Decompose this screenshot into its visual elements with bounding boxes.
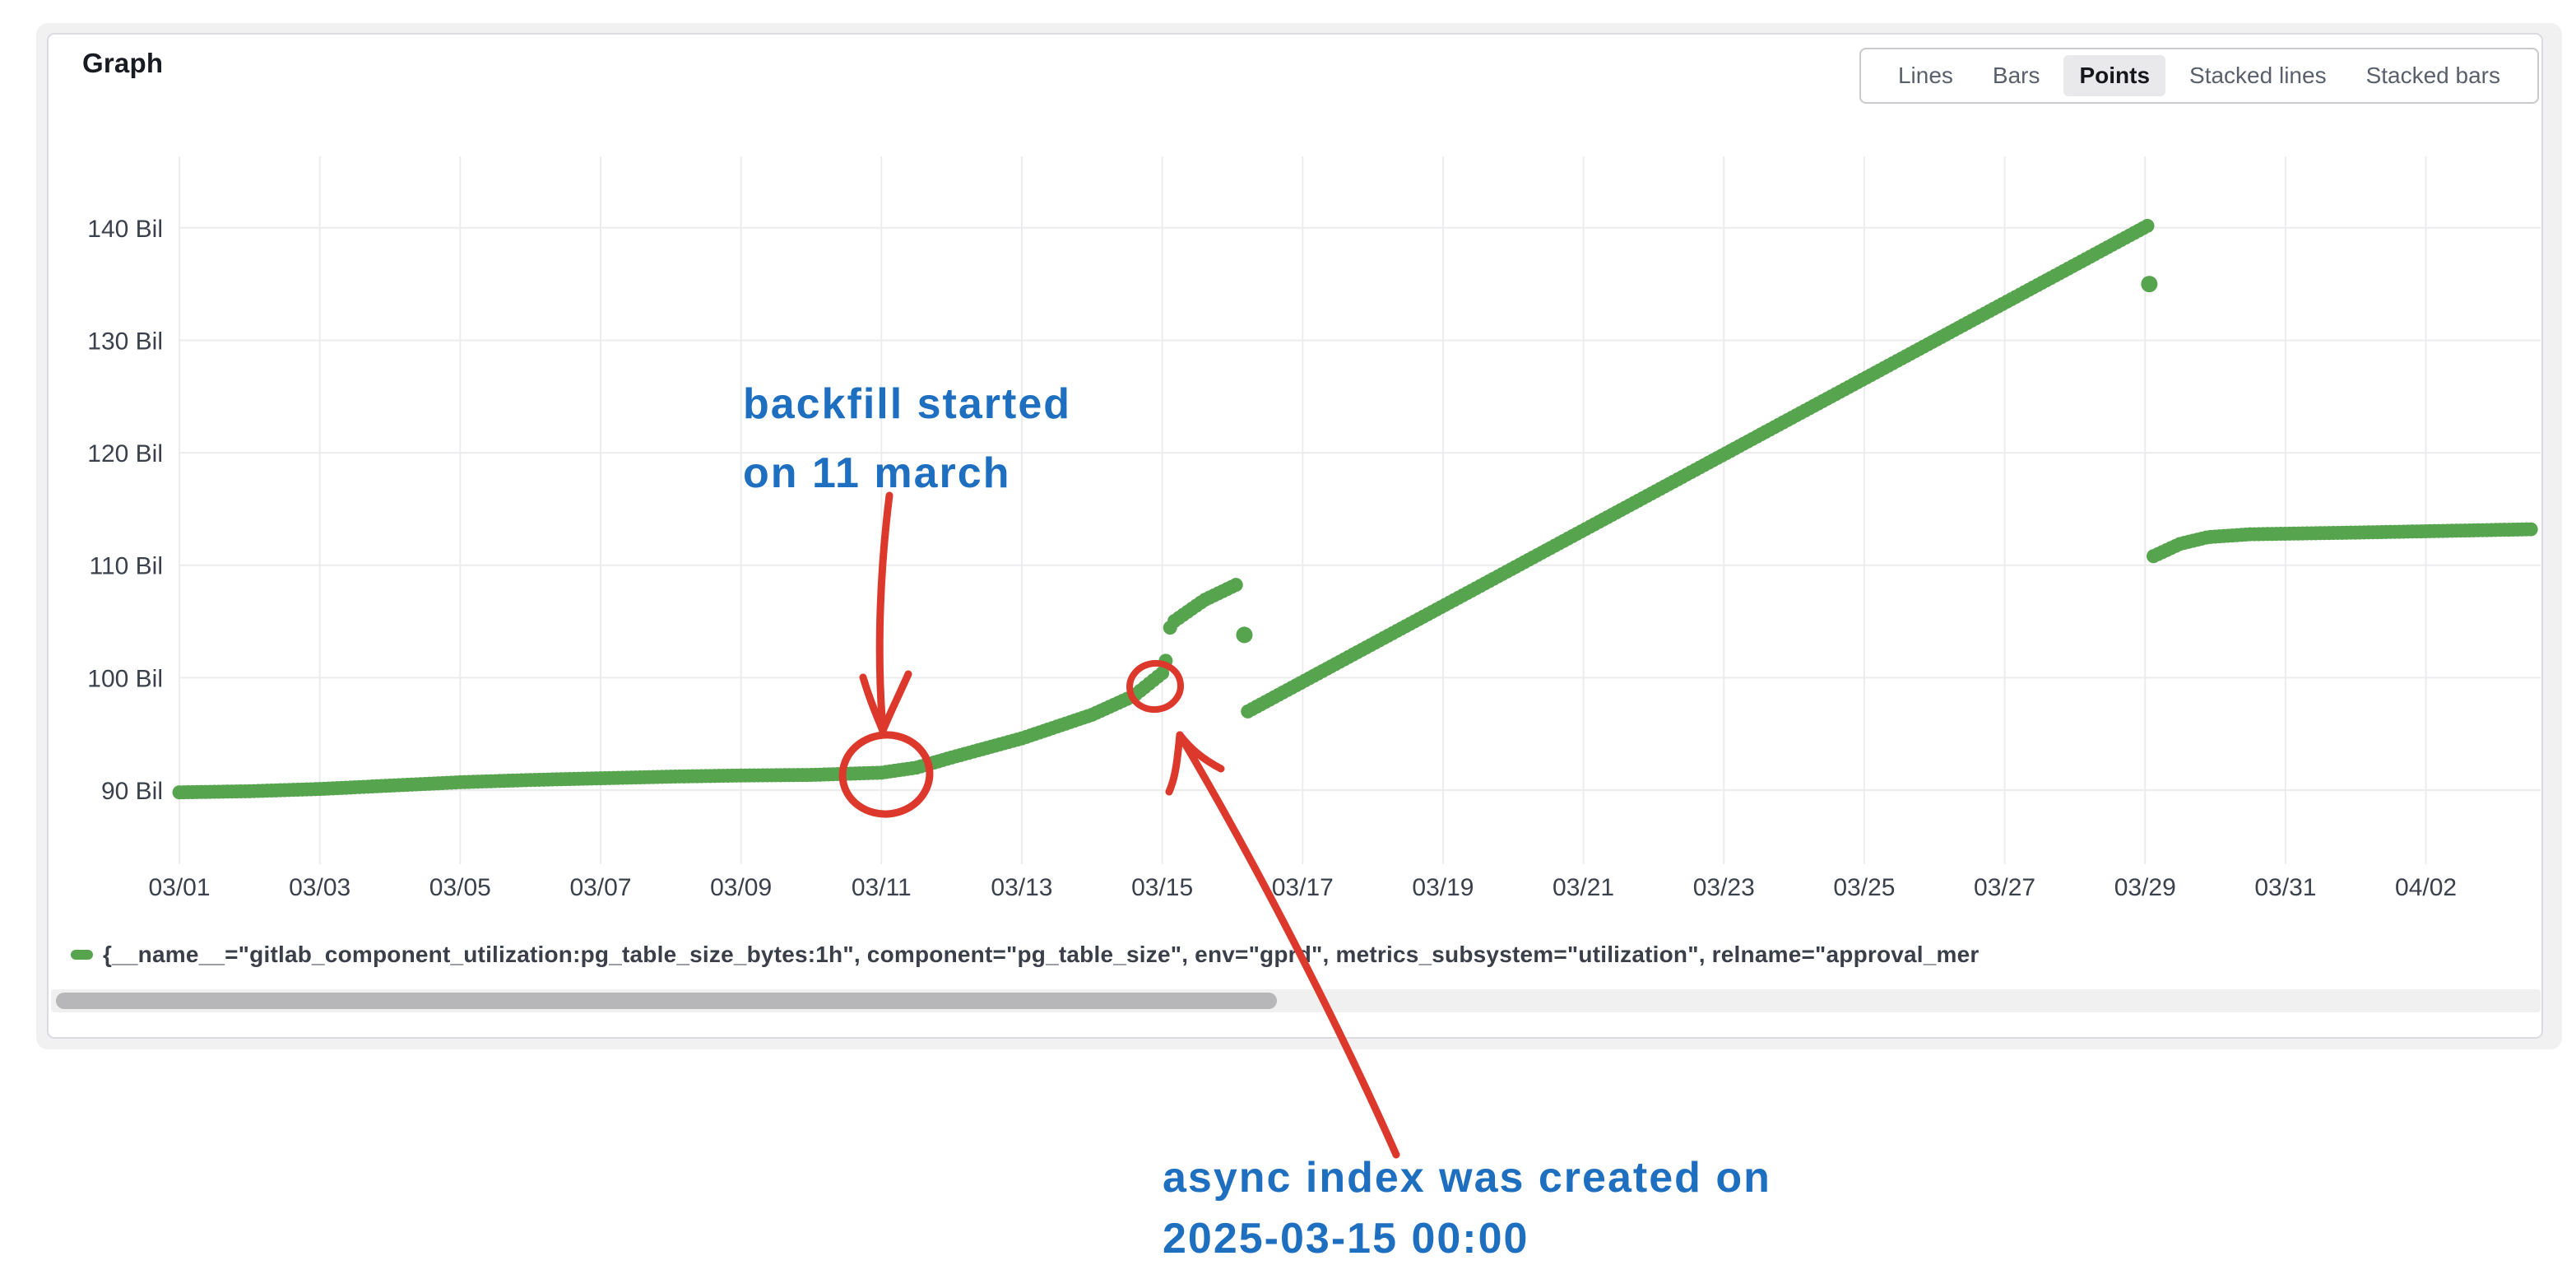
scrollbar-thumb[interactable] <box>56 993 1277 1009</box>
view-mode-stacked-bars[interactable]: Stacked bars <box>2351 55 2516 96</box>
graph-panel <box>47 33 2543 1039</box>
legend-series-marker <box>71 950 93 960</box>
legend-series-label[interactable]: {__name__="gitlab_component_utilization:… <box>103 942 1980 967</box>
view-mode-stacked-lines[interactable]: Stacked lines <box>2174 55 2342 96</box>
annotation-async-index-text-line2: 2025-03-15 00:00 <box>1163 1215 1529 1263</box>
view-mode-points[interactable]: Points <box>2063 55 2166 96</box>
view-mode-switcher: Lines Bars Points Stacked lines Stacked … <box>1859 48 2539 104</box>
view-mode-lines[interactable]: Lines <box>1882 55 1969 96</box>
view-mode-bars[interactable]: Bars <box>1977 55 2056 96</box>
horizontal-scrollbar[interactable] <box>51 989 2541 1012</box>
legend-row: {__name__="gitlab_component_utilization:… <box>71 938 2536 971</box>
annotation-async-index-text-line1: async index was created on <box>1163 1154 1771 1202</box>
panel-title: Graph <box>82 48 164 78</box>
